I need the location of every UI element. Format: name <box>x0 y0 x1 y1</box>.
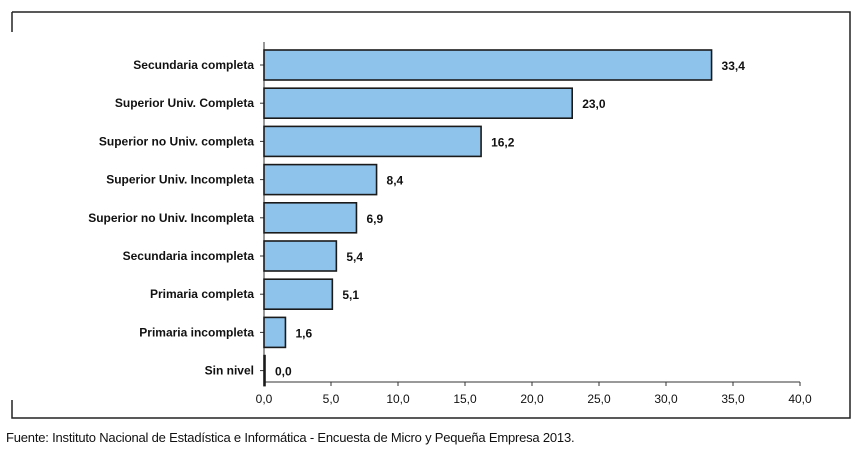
x-tick-label: 25,0 <box>587 392 611 406</box>
bar <box>263 202 358 234</box>
data-label: 5,4 <box>346 250 363 264</box>
bar <box>263 316 287 349</box>
data-label: 23,0 <box>582 97 606 111</box>
bar <box>263 354 266 387</box>
category-label: Primaria incompleta <box>139 325 254 339</box>
bar <box>263 87 574 119</box>
x-tick-label: 30,0 <box>654 392 678 406</box>
category-label: Primaria completa <box>150 287 254 301</box>
x-tick-label: 0,0 <box>256 392 273 406</box>
data-label: 33,4 <box>722 59 746 73</box>
data-label: 5,1 <box>342 288 359 302</box>
bar <box>263 49 713 81</box>
bar <box>263 163 378 196</box>
category-label: Superior no Univ. completa <box>99 134 254 148</box>
bar <box>263 125 482 158</box>
category-label: Secundaria incompleta <box>123 249 255 263</box>
category-label: Secundaria completa <box>133 58 254 72</box>
data-label: 6,9 <box>366 212 383 226</box>
x-tick-label: 5,0 <box>323 392 340 406</box>
category-label: Superior no Univ. Incompleta <box>88 211 254 225</box>
bar-chart: 0,0 5,0 10,0 15,0 20,0 25,0 30,0 35,0 40,0 Secund… <box>88 42 812 406</box>
x-tick-label: 10,0 <box>386 392 410 406</box>
x-tick-label: 40,0 <box>788 392 812 406</box>
source-note: Fuente: Instituto Nacional de Estadístic… <box>6 430 575 445</box>
x-tick-label: 35,0 <box>721 392 745 406</box>
category-label: Superior Univ. Incompleta <box>106 173 254 187</box>
data-label: 16,2 <box>491 135 515 149</box>
category-label: Sin nivel <box>205 364 254 378</box>
category-label: Superior Univ. Completa <box>115 96 254 110</box>
data-label: 8,4 <box>387 174 404 188</box>
data-label: 0,0 <box>275 365 292 379</box>
data-label: 1,6 <box>295 326 312 340</box>
x-tick-label: 20,0 <box>520 392 544 406</box>
bar <box>263 240 338 272</box>
bar <box>263 278 334 311</box>
x-tick-label: 15,0 <box>453 392 477 406</box>
